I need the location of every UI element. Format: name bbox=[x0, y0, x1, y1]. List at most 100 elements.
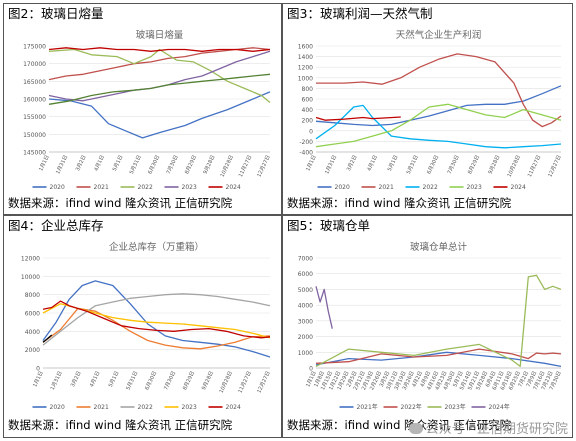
x-tick-label: 10月28日 bbox=[219, 154, 235, 178]
watermark: 公众号 · 正信期货研究院 bbox=[408, 418, 568, 437]
source-fig3: 数据来源：ifind wind 隆众资讯 正信研究院 bbox=[287, 196, 512, 210]
x-tick-label: 4月1日 bbox=[88, 370, 102, 388]
x-tick-label: 10月28日 bbox=[218, 370, 234, 394]
wechat-icon bbox=[408, 423, 423, 434]
y-tick-label: 4000 bbox=[298, 303, 313, 310]
y-tick-label: 2000 bbox=[25, 347, 40, 354]
x-tick-label: 1月1日 bbox=[37, 154, 51, 172]
x-tick-label: 5月31日 bbox=[124, 370, 139, 391]
series-line-2023 bbox=[48, 50, 271, 102]
x-tick-label: 11月27日 bbox=[237, 370, 253, 394]
source-fig2: 数据来源：ifind wind 隆众资讯 正信研究院 bbox=[8, 196, 233, 210]
x-tick-label: 11月27日 bbox=[237, 154, 253, 178]
y-tick-label: 6000 bbox=[25, 311, 40, 318]
x-tick-label: 6月30日 bbox=[143, 370, 158, 391]
y-tick-label: 600 bbox=[302, 97, 314, 104]
y-tick-label: 12000 bbox=[21, 256, 40, 263]
series-line-2020 bbox=[315, 85, 562, 127]
panel-4: 图5：玻璃仓单 玻璃仓单总计 0 1000 2000 3000 4000 5000 6000 7… bbox=[282, 215, 573, 438]
x-tick-label: 10月28日 bbox=[506, 154, 522, 178]
y-tick-label: 0 bbox=[309, 366, 313, 373]
x-tick-label: 5月31日 bbox=[405, 154, 420, 175]
series-line-2021年 bbox=[315, 351, 562, 368]
x-tick-label: 7月30日 bbox=[165, 154, 180, 175]
legend-label-2022: 2022 bbox=[423, 184, 438, 191]
x-tick-label: 1月31日 bbox=[323, 154, 338, 175]
series-line-2024 bbox=[48, 47, 271, 52]
legend-label-2024: 2024 bbox=[226, 184, 241, 191]
legend-label-2022年: 2022年 bbox=[401, 403, 422, 411]
chart-title: 玻璃仓单总计 bbox=[410, 241, 468, 253]
legend-label-2022: 2022 bbox=[138, 184, 153, 191]
series-line-2025 bbox=[48, 73, 271, 105]
x-tick-label: 5月1日 bbox=[107, 370, 121, 388]
y-tick-label: 165000 bbox=[23, 79, 46, 86]
series-line-2020 bbox=[48, 91, 271, 139]
x-tick-label: 6月30日 bbox=[425, 154, 440, 175]
y-tick-label: 0 bbox=[309, 128, 313, 135]
legend-label-2024: 2024 bbox=[511, 184, 526, 191]
y-tick-label: 1000 bbox=[298, 75, 313, 82]
series-line-2024 bbox=[42, 300, 271, 339]
legend-label-2023: 2023 bbox=[182, 404, 197, 411]
y-tick-label: 7000 bbox=[298, 256, 313, 263]
series-line-2022年 bbox=[315, 348, 562, 364]
legend-label-2020: 2020 bbox=[335, 184, 350, 191]
series-line-2024年 bbox=[315, 286, 333, 329]
chart-gas-profit: 天然气企业生产利润 -400 -200 0 200 400 600 800 1000 1200 14… bbox=[298, 29, 563, 191]
x-tick-label: 3月2日 bbox=[345, 154, 359, 172]
x-tick-label: 1月1日 bbox=[31, 370, 45, 388]
chart-title: 玻璃日熔量 bbox=[136, 29, 184, 41]
x-tick-label: 7月30日 bbox=[446, 154, 461, 175]
legend-label-2021: 2021 bbox=[94, 184, 109, 191]
y-tick-label: 160000 bbox=[23, 97, 46, 104]
y-tick-label: 5000 bbox=[298, 287, 313, 294]
legend-label-2020: 2020 bbox=[50, 184, 65, 191]
chart-title: 天然气企业生产利润 bbox=[396, 29, 482, 41]
legend-label-2021: 2021 bbox=[94, 404, 109, 411]
series-line-2022 bbox=[315, 104, 562, 149]
x-tick-label: 12月27日 bbox=[256, 154, 272, 178]
series-line-2020 bbox=[42, 280, 271, 358]
y-tick-label: 1200 bbox=[298, 65, 313, 72]
x-tick-label: 12月27日 bbox=[256, 370, 272, 394]
y-tick-label: 1400 bbox=[298, 54, 313, 61]
x-tick-label: 6月30日 bbox=[146, 154, 161, 175]
series-line-2021 bbox=[42, 307, 271, 350]
x-tick-label: 7月30日 bbox=[162, 370, 177, 391]
y-tick-label: 400 bbox=[302, 107, 314, 114]
x-tick-label: 8月29日 bbox=[466, 154, 481, 175]
watermark-text: 公众号 · 正信期货研究院 bbox=[425, 422, 568, 437]
y-tick-label: 175000 bbox=[23, 44, 46, 51]
source-fig5: 数据来源：ifind wind 隆众资讯 正信研究院 bbox=[287, 418, 512, 432]
x-tick-label: 8月29日 bbox=[183, 154, 198, 175]
caption-fig2: 图2：玻璃日熔量 bbox=[8, 6, 104, 21]
panel-2: 图3：玻璃利润—天然气制 天然气企业生产利润 -400 -200 0 200 400 600… bbox=[282, 3, 573, 215]
caption-fig4: 图4：企业总库存 bbox=[8, 218, 104, 233]
x-tick-label: 5月1日 bbox=[111, 154, 125, 172]
caption-fig5: 图5：玻璃仓单 bbox=[287, 218, 370, 233]
y-tick-label: 170000 bbox=[23, 61, 46, 68]
y-tick-label: 800 bbox=[302, 86, 314, 93]
x-tick-label: 8月29日 bbox=[181, 370, 196, 391]
series-line-2022 bbox=[48, 48, 271, 104]
legend-label-2023年: 2023年 bbox=[445, 403, 466, 411]
y-tick-label: -200 bbox=[299, 139, 313, 146]
x-tick-label: 3月2日 bbox=[69, 370, 83, 388]
legend-label-2023: 2023 bbox=[467, 184, 482, 191]
x-tick-label: 4月1日 bbox=[366, 154, 380, 172]
legend-label-2022: 2022 bbox=[138, 404, 153, 411]
legend-label-2024: 2024 bbox=[226, 404, 241, 411]
y-tick-label: 155000 bbox=[23, 114, 46, 121]
y-tick-label: -400 bbox=[299, 150, 313, 157]
chart-inventory: 企业总库存（万重箱） 0 2000 4000 6000 8000 10000 12000 1月1… bbox=[21, 241, 272, 411]
y-tick-label: 10000 bbox=[21, 274, 40, 281]
series-line-2025 bbox=[42, 334, 53, 343]
y-tick-label: 2000 bbox=[298, 334, 313, 341]
x-tick-label: 12月27日 bbox=[547, 154, 563, 178]
chart-warehouse-receipts: 玻璃仓单总计010002000300040005000600070001月1日1… bbox=[298, 241, 563, 411]
x-tick-label: 11月27日 bbox=[526, 154, 542, 178]
panel-1: 图2：玻璃日熔量 玻璃日熔量 145000 150000 155000 160000 16… bbox=[3, 3, 282, 215]
y-tick-label: 4000 bbox=[25, 329, 40, 336]
